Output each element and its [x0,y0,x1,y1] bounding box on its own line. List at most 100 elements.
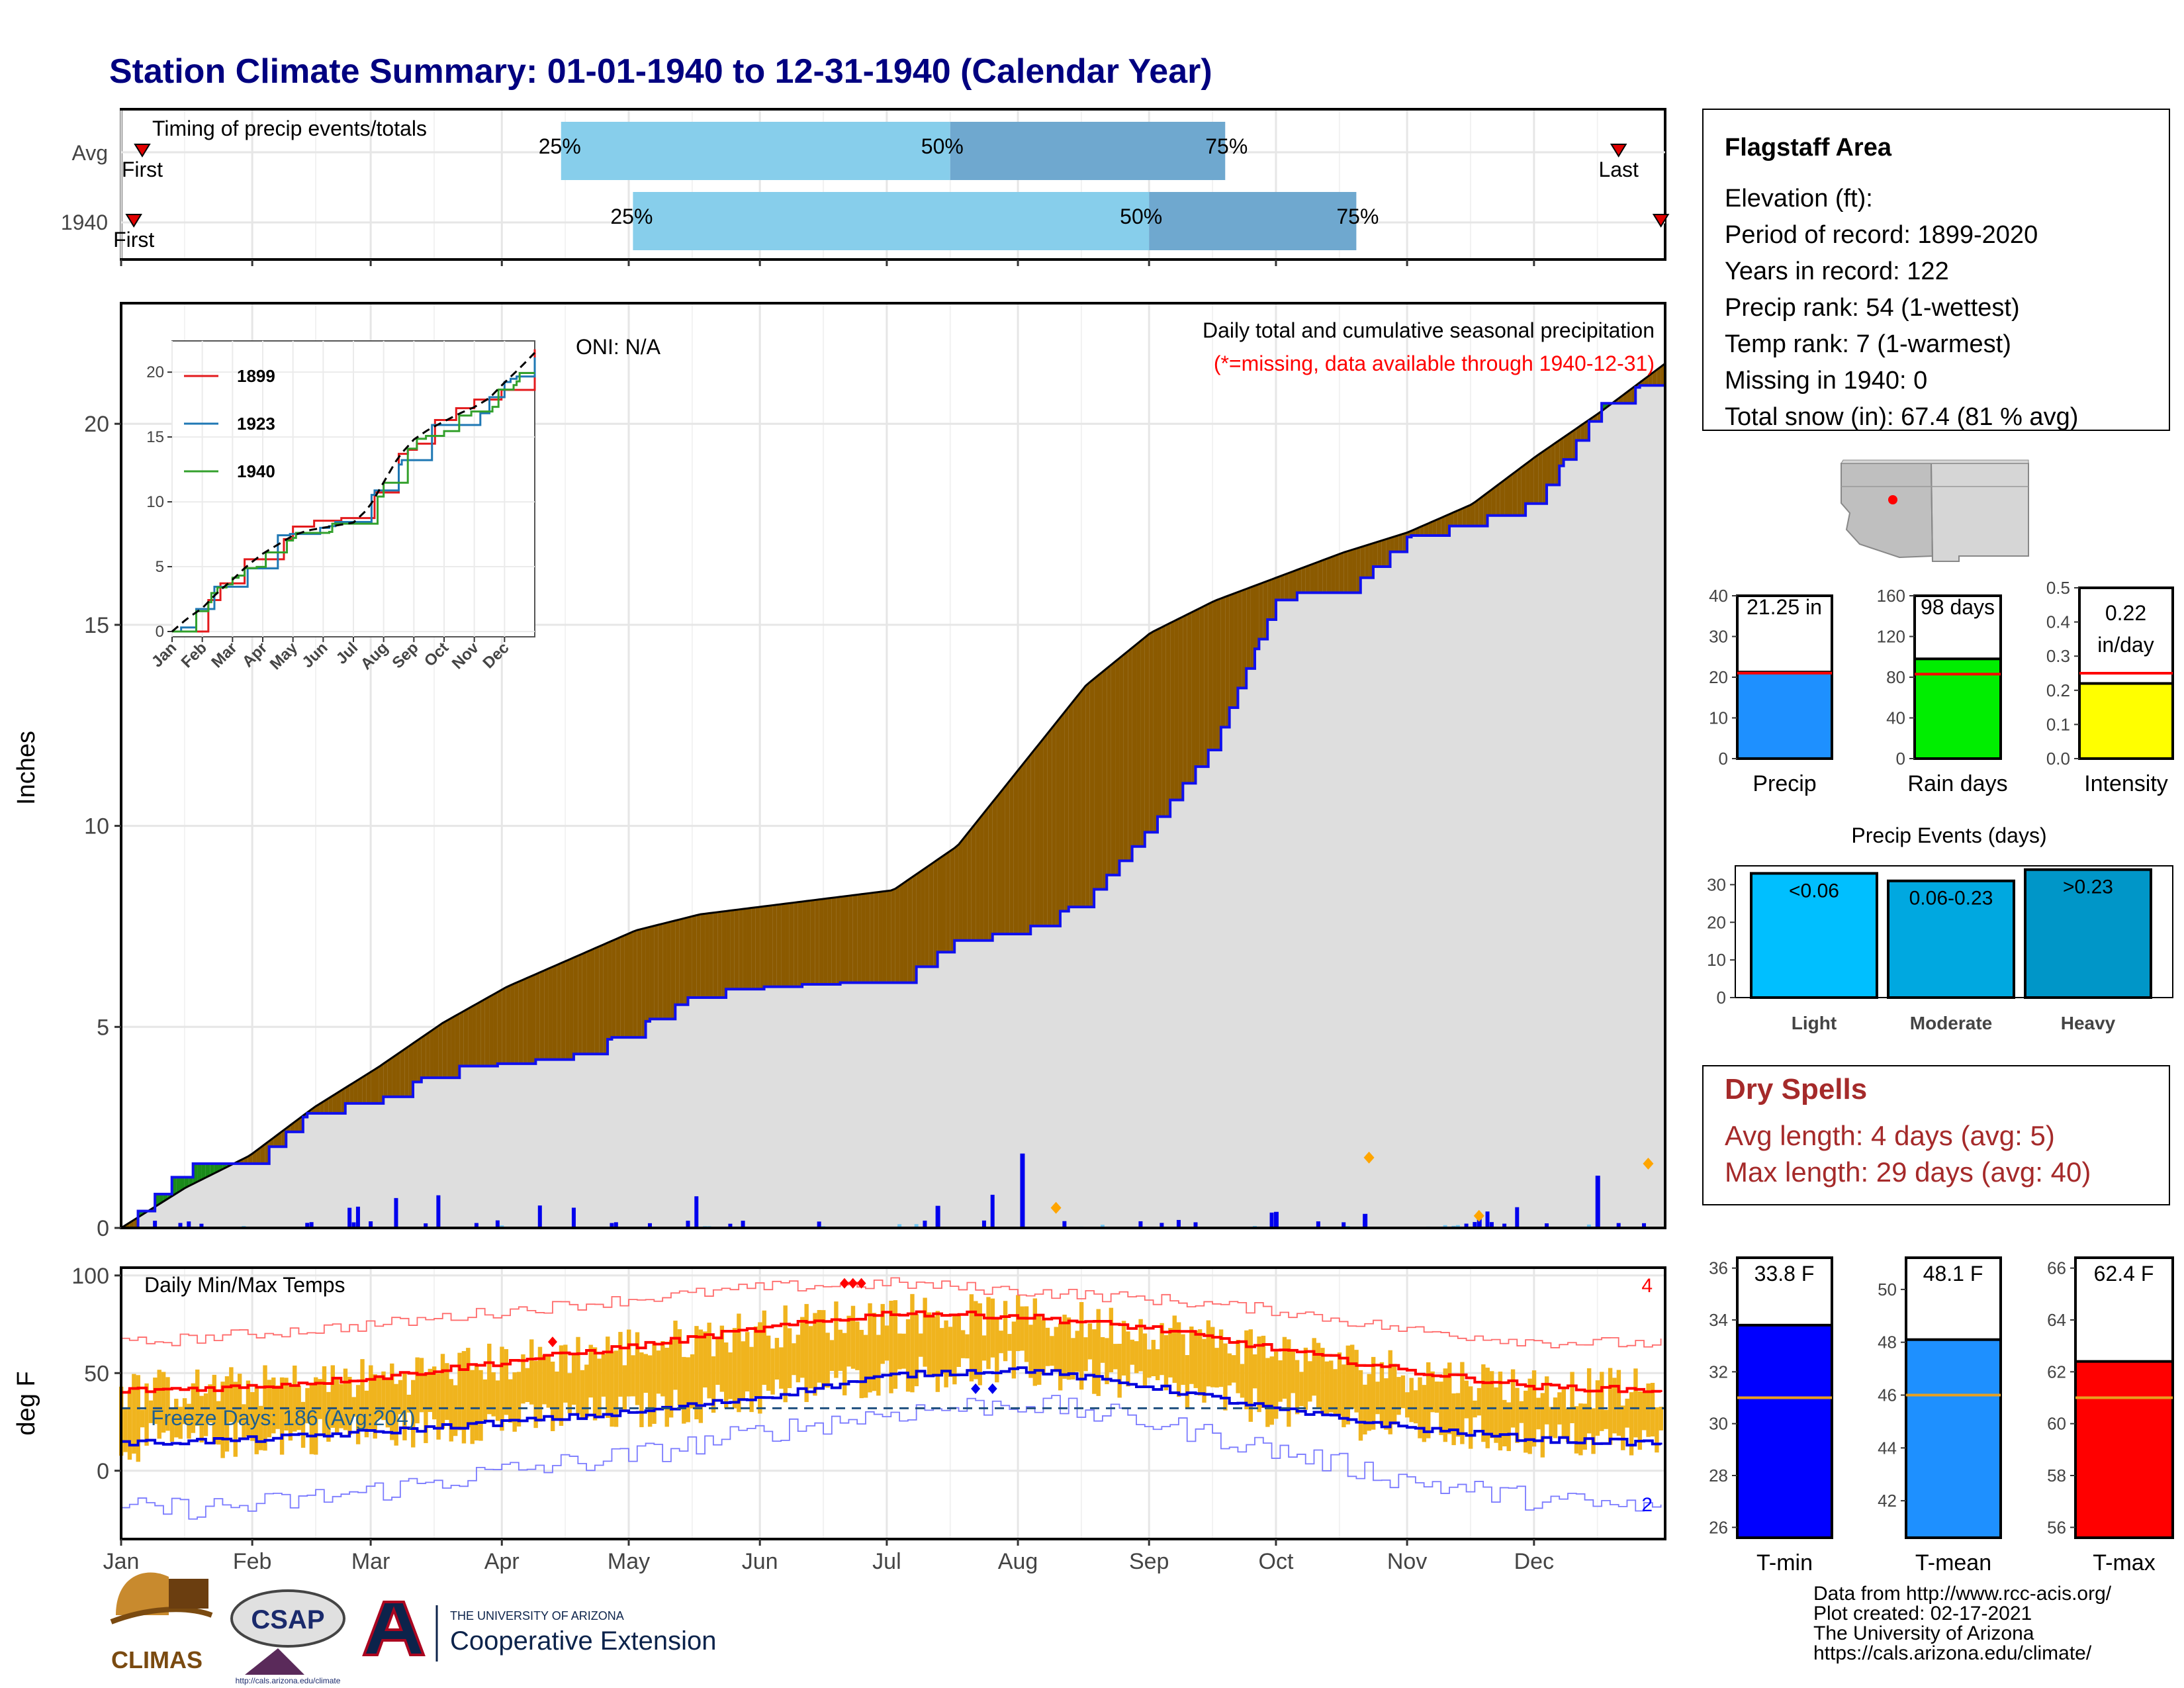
temp-max-ytick-label: 56 [2047,1517,2066,1537]
temp-min-value: 33.8 F [1754,1262,1815,1286]
precip-deficit-segment [599,944,604,1055]
month-tick-label: Aug [998,1549,1038,1574]
temp-daily-bar [1565,1409,1570,1442]
precip-events-bar [2024,868,2152,999]
precip-deficit-segment [942,853,946,953]
precip-deficit-segment [1381,539,1387,567]
precip-deficit-segment [594,946,600,1055]
temp-daily-bar [1265,1358,1270,1427]
temp-daily-bar [300,1401,306,1448]
precip-deficit-segment [1310,563,1314,593]
ua-bottom-text: Cooperative Extension [450,1626,716,1656]
info-line-missing: Missing in 1940: 0 [1725,367,1927,395]
temp-record-high-line [121,1277,1662,1348]
intensity-ytick-label: 0.4 [2046,612,2070,632]
rain-days-ytick-label: 80 [1886,667,1905,687]
temp-daily-bar [821,1310,826,1387]
temp-daily-bar [614,1350,619,1427]
precip-daily-bar [935,1205,940,1228]
temp-daily-bar [153,1378,158,1425]
precip-deficit-segment [649,925,655,1019]
precip-ytick-label: 5 [97,1015,109,1040]
precip-deficit-segment [1529,457,1534,504]
precip-deficit-segment [865,893,870,983]
precip-deficit-segment [1479,496,1484,526]
temp-daily-bar [1193,1330,1198,1388]
precip-deficit-segment [802,901,807,985]
temp-daily-bar [884,1325,889,1361]
precip-deficit-segment [1225,595,1230,727]
precip-deficit-segment [899,882,904,983]
temp-daily-bar [1342,1364,1346,1428]
precip-deficit-segment [1449,512,1454,526]
precip-deficit-segment [404,1046,409,1097]
precip-surplus-segment [201,1163,206,1180]
temp-daily-bar [318,1379,322,1419]
precip-total-value: 21.25 in [1747,595,1822,619]
temp-daily-bar [537,1346,543,1422]
precip-deficit-segment [679,918,684,1005]
precip-deficit-segment [836,896,841,985]
temp-daily-bar [1138,1319,1143,1372]
precip-deficit-segment [1420,525,1424,536]
temp-daily-bar [1333,1369,1338,1416]
precip-deficit-segment [1220,596,1226,727]
temp-daily-bar [182,1398,187,1425]
month-tick-label: Mar [351,1549,390,1574]
precip-deficit-segment [1377,540,1382,567]
precip-deficit-segment [1047,727,1052,926]
info-line-temp-rank: Temp rank: 7 (1-warmest) [1725,330,2011,358]
temp-daily-bar [1024,1306,1029,1362]
temp-daily-bar [1223,1343,1228,1411]
temp-daily-bar [969,1294,974,1382]
temp-daily-bar [956,1315,961,1367]
precip-events-category-label: Light [1792,1013,1837,1033]
precip-events-title: Precip Events (days) [1851,823,2046,847]
temp-daily-bar [157,1370,161,1439]
temp-daily-bar [1206,1320,1211,1387]
temp-daily-bar [1240,1364,1245,1398]
temp-daily-bar [1134,1341,1139,1374]
precip-deficit-segment [921,868,925,967]
temp-daily-bar [1071,1338,1075,1380]
temp-daily-bar [1032,1298,1038,1386]
temp-daily-bar [872,1313,877,1391]
precip-deficit-segment [1056,717,1060,926]
temp-daily-bar [664,1347,669,1427]
precip-deficit-segment [857,894,862,983]
precip-deficit-segment [1491,486,1496,516]
temp-daily-bar [842,1333,847,1395]
temp-daily-bar [1037,1316,1042,1385]
temp-max-ytick-label: 64 [2047,1310,2066,1330]
precip-deficit-segment [1343,551,1348,593]
precip-deficit-segment [1229,593,1234,708]
footer-line-university: The University of Arizona [1813,1622,2034,1644]
temp-min-ytick-label: 34 [1709,1310,1728,1330]
temp-daily-bar [1418,1377,1422,1438]
temp-daily-bar [1434,1382,1439,1413]
precip-deficit-segment [929,863,934,967]
temp-daily-bar [919,1333,923,1357]
temp-daily-bar [1468,1386,1473,1449]
precip-deficit-segment [772,904,777,987]
climas-sun-icon [116,1572,169,1615]
precip-deficit-segment [1305,565,1310,593]
temp-summary-bars: 26 28 30 32 34 36 T-min 33.8 F 42 44 46 48 50 T-mean 4… [1709,1256,2174,1575]
temp-daily-bar [314,1377,318,1455]
precip-deficit-segment [641,927,646,1038]
temp-daily-bar [1443,1368,1448,1442]
temp-daily-bar [495,1380,500,1421]
precip-deficit-segment [557,962,561,1060]
precip-daily-bar [647,1223,652,1228]
precip-daily-bar [1586,1224,1591,1228]
precip-deficit-segment [349,1082,354,1103]
temp-daily-bar [415,1357,420,1424]
temp-daily-bar [1367,1374,1371,1431]
temp-daily-bar [482,1379,488,1421]
temp-daily-bar [753,1326,758,1397]
precip-events-bar [1887,879,2015,999]
precip-deficit-segment [1390,536,1394,552]
temp-daily-bar [698,1329,704,1423]
precip-deficit-segment [739,909,743,990]
